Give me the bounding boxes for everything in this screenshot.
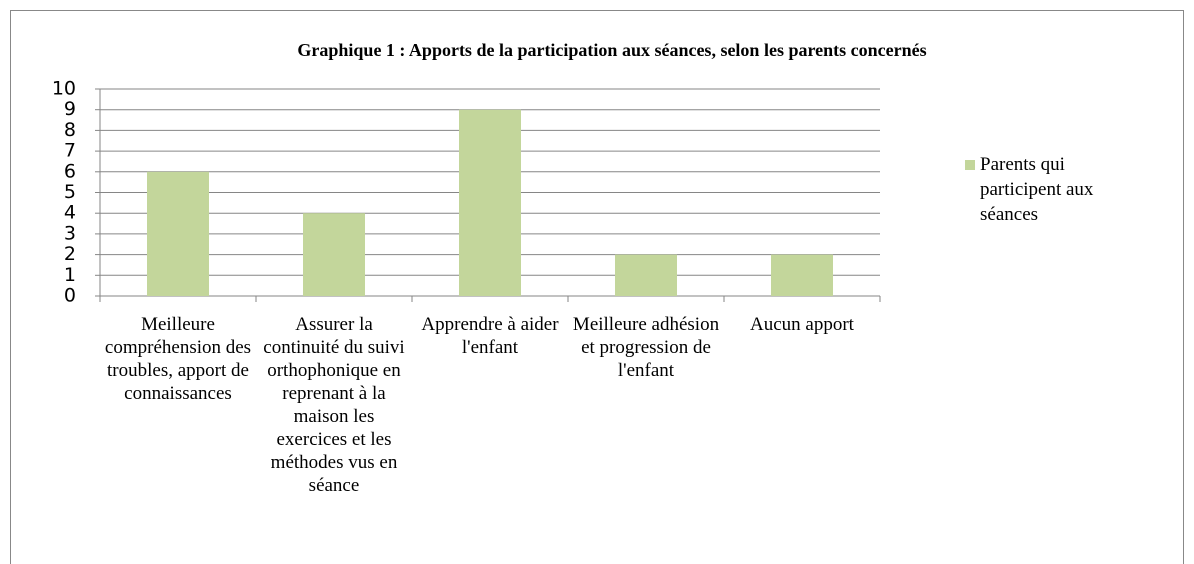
y-tick-label: 8 xyxy=(64,119,76,141)
y-tick-label: 0 xyxy=(64,285,76,307)
x-tick-label: Assurer la continuité du suivi orthophon… xyxy=(263,314,405,496)
chart-border xyxy=(10,10,1184,564)
y-tick-label: 4 xyxy=(64,202,76,224)
x-tick-label: Apprendre à aider l'enfant xyxy=(421,314,559,358)
legend-swatch xyxy=(965,160,975,170)
chart-title: Graphique 1 : Apports de la participatio… xyxy=(297,40,926,60)
bar xyxy=(771,254,833,296)
y-tick-label: 2 xyxy=(64,243,76,265)
x-tick-label: Meilleure adhésion et progression de l'e… xyxy=(572,314,720,381)
legend: Parents qui participent aux séances xyxy=(980,152,1140,227)
bar xyxy=(615,254,677,296)
y-tick-label: 10 xyxy=(52,78,76,100)
bar xyxy=(459,109,521,296)
y-tick-label: 9 xyxy=(64,98,76,120)
legend-label: Parents qui participent aux séances xyxy=(980,154,1094,225)
y-tick-label: 3 xyxy=(64,222,76,244)
y-tick-label: 7 xyxy=(64,140,76,162)
y-tick-label: 6 xyxy=(64,160,76,182)
x-tick-label: Meilleure compréhension des troubles, ap… xyxy=(104,314,252,404)
y-tick-label: 5 xyxy=(64,181,76,203)
bar xyxy=(303,213,365,296)
bar xyxy=(147,171,209,296)
x-tick-label: Aucun apport xyxy=(750,314,854,335)
y-tick-label: 1 xyxy=(64,264,76,286)
